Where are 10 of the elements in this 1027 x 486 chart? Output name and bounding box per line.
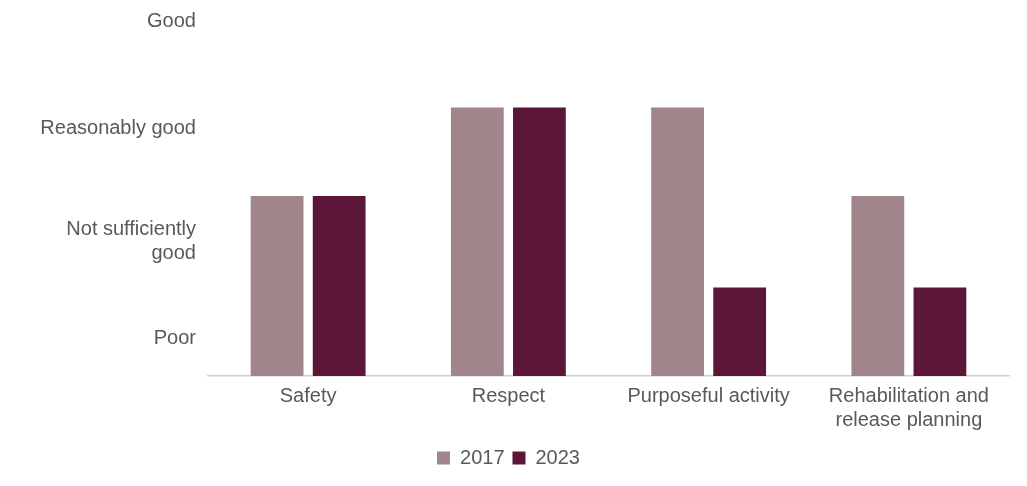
legend-label: 2023 xyxy=(535,445,580,468)
x-tick-label: Safety xyxy=(279,383,337,406)
text: Poor xyxy=(153,325,197,348)
text: Good xyxy=(147,9,196,32)
x-tick-label: Rehabilitation and release planning xyxy=(828,383,989,430)
x-tick-label: Purposeful activity xyxy=(627,383,790,406)
text: Not sufficiently good xyxy=(66,217,196,264)
text: Reasonably good xyxy=(40,116,196,139)
legend-label: 2017 xyxy=(460,445,505,468)
x-tick-label: Respect xyxy=(471,383,546,406)
